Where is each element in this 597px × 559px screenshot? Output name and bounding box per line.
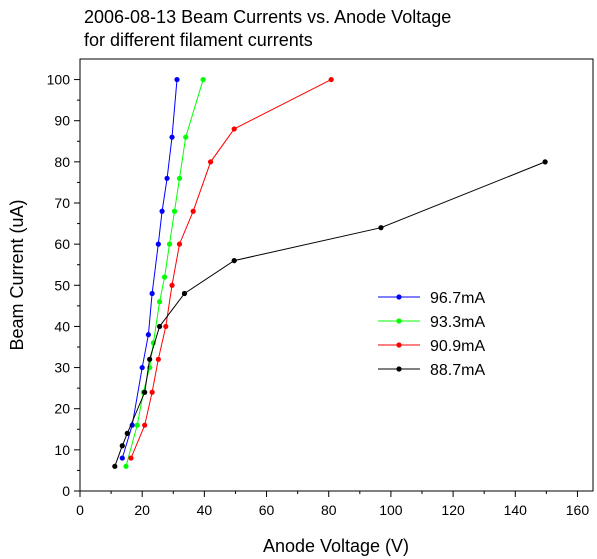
data-point <box>231 126 237 132</box>
series-layer <box>112 76 548 469</box>
data-point <box>378 225 384 231</box>
legend-marker <box>396 294 402 300</box>
data-point <box>181 290 188 297</box>
y-tick-label: 0 <box>62 483 70 499</box>
data-point <box>176 175 183 181</box>
y-axis-ticks: 0 10 20 30 40 50 60 70 80 90 100 <box>47 72 80 499</box>
series-line-90.9mA <box>130 79 332 459</box>
data-point <box>328 76 334 83</box>
chart-title-line-2: for different filament currents <box>84 30 313 50</box>
y-tick-label: 10 <box>54 442 70 458</box>
legend-marker <box>396 366 402 372</box>
data-point <box>149 290 155 297</box>
data-point <box>124 430 130 436</box>
data-point <box>169 282 175 288</box>
data-point <box>169 134 175 140</box>
data-point <box>166 241 173 247</box>
data-point <box>142 422 148 428</box>
data-point <box>174 76 180 83</box>
y-tick-label: 100 <box>47 72 71 88</box>
series-line-96.7mA <box>121 79 178 459</box>
data-point <box>231 258 237 264</box>
legend-label: 90.9mA <box>430 338 485 355</box>
x-tick-label: 20 <box>134 502 150 518</box>
data-point <box>123 463 129 469</box>
data-point <box>139 364 145 371</box>
data-point <box>190 208 196 214</box>
data-point <box>161 274 168 280</box>
data-point <box>159 208 165 214</box>
legend-label: 93.3mA <box>430 314 485 331</box>
x-axis-label: Anode Voltage (V) <box>263 536 409 556</box>
y-tick-label: 40 <box>54 318 70 334</box>
x-axis-ticks: 0 20 40 60 80 100 120 140 160 <box>76 491 589 518</box>
data-point <box>176 241 183 247</box>
x-tick-label: 40 <box>197 502 213 518</box>
x-tick-label: 0 <box>76 502 84 518</box>
chart-title-line-1: 2006-08-13 Beam Currents vs. Anode Volta… <box>84 7 451 27</box>
legend-marker <box>396 342 402 348</box>
x-tick-label: 120 <box>441 502 465 518</box>
legend: 96.7mA 93.3mA 90.9mA 88.7mA <box>378 290 485 379</box>
plot-frame <box>79 58 594 492</box>
data-point <box>142 389 148 395</box>
x-tick-label: 160 <box>566 502 590 518</box>
data-point <box>155 356 161 362</box>
y-tick-label: 80 <box>54 154 70 170</box>
y-tick-label: 60 <box>54 236 70 252</box>
x-tick-label: 80 <box>321 502 337 518</box>
y-tick-label: 90 <box>54 113 70 129</box>
y-tick-label: 50 <box>54 277 70 293</box>
data-point <box>134 422 140 428</box>
data-point <box>149 389 155 395</box>
y-tick-label: 70 <box>54 195 70 211</box>
data-point <box>156 299 163 305</box>
data-point <box>147 356 153 362</box>
data-point <box>163 323 169 330</box>
data-point <box>200 76 206 83</box>
data-point <box>145 332 151 338</box>
x-tick-label: 60 <box>259 502 275 518</box>
legend-marker <box>396 318 402 324</box>
data-point <box>112 463 118 469</box>
data-point <box>171 208 178 214</box>
legend-label: 88.7mA <box>430 362 485 379</box>
data-point <box>119 443 125 449</box>
data-point <box>156 323 163 330</box>
data-point <box>207 159 214 165</box>
data-point <box>119 455 125 461</box>
data-point <box>155 241 161 247</box>
data-point <box>128 455 134 461</box>
legend-label: 96.7mA <box>430 290 485 307</box>
y-tick-label: 20 <box>54 401 70 417</box>
data-point <box>542 159 548 165</box>
y-tick-label: 30 <box>54 360 70 376</box>
series-line-88.7mA <box>114 161 546 467</box>
y-axis-label: Beam Current (uA) <box>7 199 27 350</box>
data-point <box>183 134 189 140</box>
x-tick-label: 140 <box>504 502 528 518</box>
x-tick-label: 100 <box>379 502 403 518</box>
data-point <box>164 175 170 181</box>
